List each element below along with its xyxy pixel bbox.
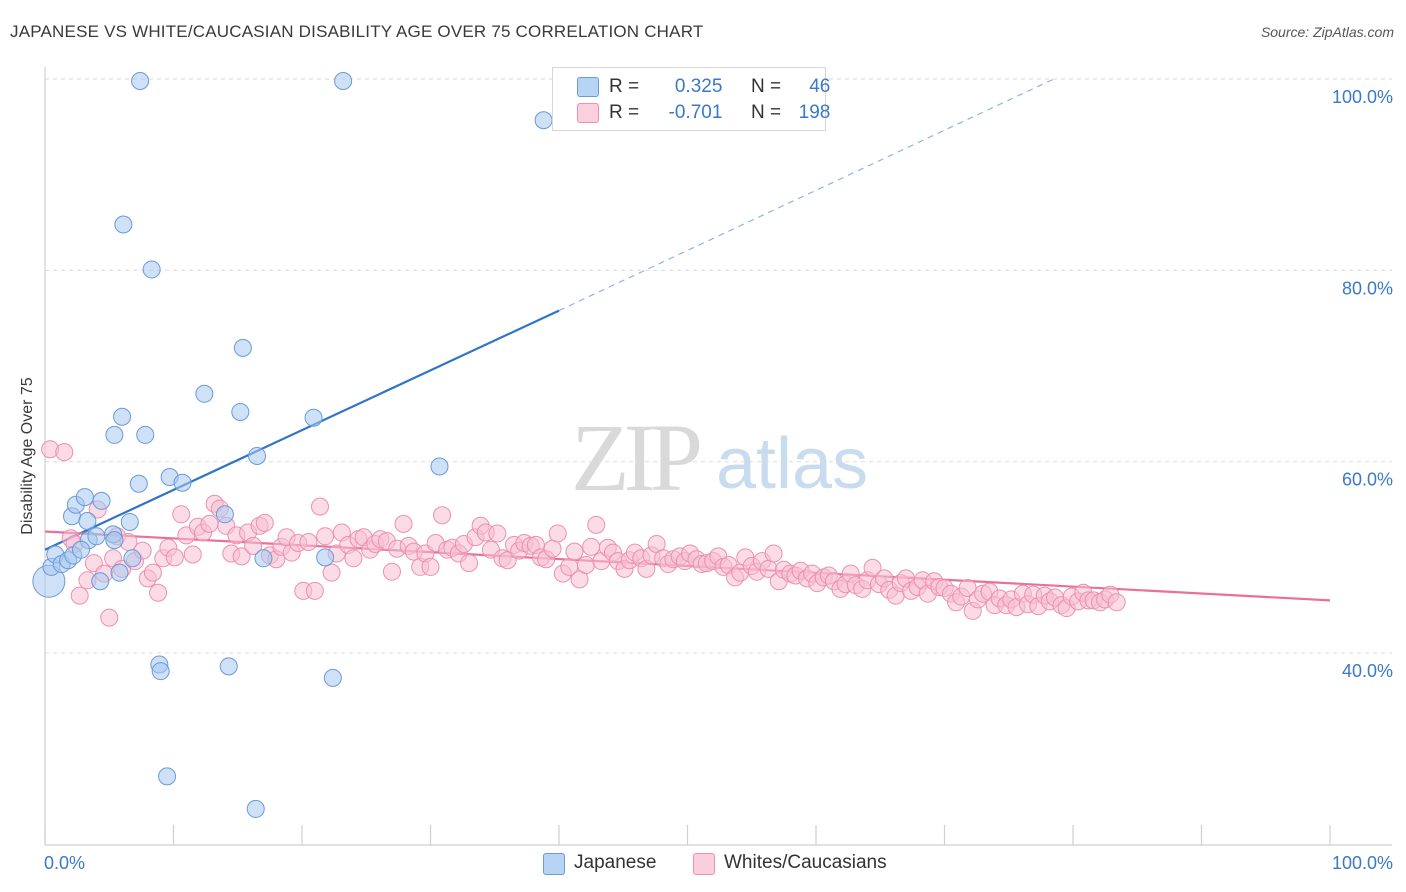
japanese-data-point: [123, 549, 142, 568]
legend-text-japanese: R = 0.325 N = 46: [609, 76, 830, 98]
japanese-data-point: [71, 540, 90, 559]
japanese-data-point: [110, 563, 129, 582]
x-tick-label: 0.0%: [44, 853, 85, 873]
japanese-data-point: [105, 531, 124, 550]
japanese-data-point: [248, 446, 267, 465]
y-tick-label: 40.0%: [1342, 661, 1393, 681]
whites-data-point: [460, 554, 479, 573]
japanese-data-point: [142, 260, 161, 279]
whites-data-point: [244, 536, 263, 555]
japanese-trend-line: [44, 309, 560, 551]
whites-data-point: [310, 497, 329, 516]
whites-data-point: [1107, 593, 1126, 612]
whites-data-point: [232, 547, 251, 566]
n-value: 198: [798, 102, 831, 123]
japanese-data-point: [136, 425, 155, 444]
whites-legend-label: Whites/Caucasians: [724, 852, 887, 873]
japanese-data-point: [231, 402, 250, 421]
r-label: R =: [609, 76, 640, 97]
japanese-data-point: [87, 527, 106, 546]
japanese-data-point: [254, 549, 273, 568]
whites-data-point: [70, 586, 89, 605]
whites-data-point: [565, 542, 584, 561]
whites-data-point: [433, 506, 452, 525]
whites-data-point: [587, 515, 606, 534]
whites-data-point: [863, 558, 882, 577]
whites-data-point: [543, 539, 562, 558]
r-value: 0.325: [674, 76, 723, 97]
r-label: R =: [609, 102, 640, 123]
whites-data-point: [576, 556, 595, 575]
x-tick-label: 100.0%: [1332, 853, 1393, 873]
japanese-data-point: [129, 474, 148, 493]
whites-data-point: [764, 544, 783, 563]
japanese-legend-label: Japanese: [574, 852, 657, 873]
whites-data-point: [100, 608, 119, 627]
japanese-data-point: [323, 668, 342, 687]
chart-source: Source: ZipAtlas.com: [1260, 24, 1394, 40]
y-tick-label: 100.0%: [1332, 87, 1393, 107]
whites-data-point: [498, 551, 517, 570]
japanese-data-point: [158, 767, 177, 786]
whites-data-point: [394, 514, 413, 533]
whites-swatch: [577, 103, 599, 123]
r-value: -0.701: [668, 102, 723, 123]
chart-title: JAPANESE VS WHITE/CAUCASIAN DISABILITY A…: [10, 22, 704, 41]
japanese-data-point: [151, 662, 170, 681]
japanese-legend-swatch: [543, 853, 565, 875]
watermark-zip: ZIP: [571, 404, 700, 511]
japanese-data-point: [334, 72, 353, 91]
y-tick-label: 80.0%: [1342, 278, 1393, 298]
legend-text-whites: R = -0.701 N = 198: [609, 102, 830, 124]
whites-data-point: [299, 533, 318, 552]
japanese-data-point: [233, 338, 252, 357]
japanese-data-point: [105, 425, 124, 444]
n-label: N =: [750, 102, 782, 123]
japanese-data-point: [215, 505, 234, 524]
japanese-data-point: [246, 799, 265, 818]
whites-data-point: [149, 583, 168, 602]
whites-data-point: [316, 527, 335, 546]
japanese-trend-extension: [558, 78, 1054, 312]
watermark-atlas: atlas: [716, 424, 868, 504]
japanese-data-point: [120, 512, 139, 531]
japanese-data-point: [316, 548, 335, 567]
japanese-data-point: [219, 657, 238, 676]
whites-data-point: [488, 524, 507, 543]
japanese-data-point: [430, 457, 449, 476]
n-value: 46: [809, 76, 831, 97]
whites-legend-swatch: [693, 853, 715, 875]
correlation-legend: R = 0.325 N = 46 R = -0.701 N = 198: [552, 67, 830, 131]
whites-data-point: [183, 545, 202, 564]
whites-data-point: [582, 537, 601, 556]
whites-data-point: [305, 581, 324, 600]
y-tick-label: 60.0%: [1342, 470, 1393, 490]
japanese-data-point: [114, 215, 133, 234]
japanese-data-point: [91, 572, 110, 591]
japanese-data-point: [113, 407, 132, 426]
japanese-data-point: [195, 384, 214, 403]
japanese-data-point: [75, 488, 94, 507]
whites-data-point: [344, 549, 363, 568]
whites-data-point: [165, 548, 184, 567]
whites-data-point: [172, 505, 191, 524]
whites-data-point: [322, 563, 341, 582]
japanese-swatch: [577, 77, 599, 97]
whites-data-point: [55, 443, 74, 462]
whites-data-point: [382, 562, 401, 581]
whites-data-point: [255, 513, 274, 532]
whites-data-point: [143, 563, 162, 582]
whites-data-point: [421, 557, 440, 576]
japanese-data-point: [304, 408, 323, 427]
japanese-data-point: [131, 72, 150, 91]
japanese-data-point: [173, 473, 192, 492]
whites-data-point: [200, 514, 219, 533]
n-label: N =: [750, 76, 782, 97]
japanese-data-point: [534, 111, 553, 130]
japanese-data-point: [92, 491, 111, 510]
japanese-data-point: [78, 512, 97, 531]
whites-data-point: [548, 524, 567, 543]
